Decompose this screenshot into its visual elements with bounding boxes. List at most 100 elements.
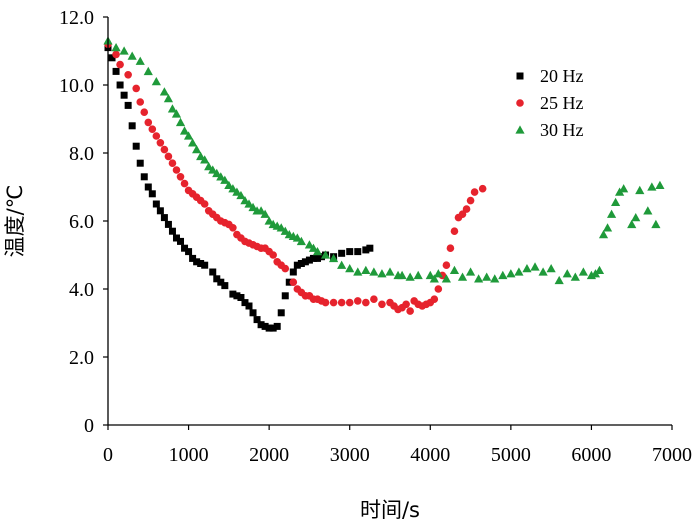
x-tick-label: 2000 — [249, 444, 289, 466]
data-point — [482, 272, 492, 281]
data-point — [353, 267, 363, 276]
data-point — [369, 267, 379, 276]
data-point — [116, 81, 124, 89]
data-point — [248, 202, 258, 212]
data-point — [578, 267, 588, 276]
data-point — [470, 188, 479, 196]
data-point — [253, 316, 261, 324]
data-point — [236, 190, 246, 200]
data-point — [200, 155, 210, 164]
y-tick-label: 4.0 — [69, 279, 94, 301]
legend-label: 30 Hz — [540, 120, 584, 140]
data-point — [474, 274, 484, 283]
axes — [107, 17, 672, 426]
legend-item: 25 Hz — [516, 93, 584, 113]
data-point — [140, 108, 149, 116]
data-point — [337, 298, 346, 307]
x-tick-label: 0 — [103, 444, 113, 466]
data-point — [362, 246, 370, 254]
data-point — [450, 227, 459, 235]
data-point — [538, 267, 548, 276]
data-point — [269, 251, 277, 259]
data-point — [108, 54, 116, 62]
data-point — [229, 224, 237, 232]
data-point — [446, 244, 455, 252]
y-axis-title: 温度/℃ — [3, 185, 27, 258]
data-point — [530, 262, 540, 271]
data-point — [216, 172, 226, 181]
x-tick-label: 5000 — [491, 444, 531, 466]
data-point — [183, 131, 194, 140]
plot-area — [103, 36, 665, 332]
data-point — [370, 295, 378, 304]
data-point — [189, 254, 197, 262]
data-point — [458, 210, 467, 218]
data-point — [276, 223, 286, 232]
data-point — [478, 184, 487, 193]
data-point — [627, 219, 637, 229]
data-point — [200, 200, 209, 208]
data-point — [156, 139, 165, 147]
data-point — [406, 307, 414, 315]
data-point — [168, 159, 177, 167]
data-point — [313, 254, 321, 262]
data-point — [181, 244, 189, 252]
data-point — [151, 77, 161, 86]
data-point — [175, 117, 186, 127]
data-point — [232, 187, 242, 196]
data-point — [361, 265, 371, 274]
data-point — [465, 267, 476, 276]
data-point — [119, 46, 129, 55]
data-point — [397, 270, 407, 280]
data-point — [402, 300, 410, 309]
data-point — [172, 234, 180, 242]
data-point — [329, 253, 339, 263]
data-point — [354, 248, 362, 256]
x-tick-label: 3000 — [330, 444, 370, 466]
data-point — [143, 66, 153, 76]
data-point — [643, 206, 653, 215]
data-point — [213, 275, 221, 283]
data-point — [135, 56, 145, 65]
y-tick-label: 0 — [84, 415, 94, 437]
data-point — [156, 207, 164, 215]
data-point — [221, 282, 229, 290]
data-point — [514, 267, 524, 276]
data-point — [148, 190, 156, 198]
data-point — [144, 183, 152, 191]
data-point — [378, 300, 386, 309]
data-point — [462, 205, 471, 213]
y-tick-label: 12.0 — [59, 7, 94, 29]
legend: 20 Hz 25 Hz 30 Hz — [515, 66, 584, 140]
data-point — [212, 168, 222, 178]
data-point — [172, 166, 181, 174]
data-point — [229, 290, 237, 298]
data-point — [237, 294, 245, 301]
data-point — [148, 125, 157, 133]
data-point — [305, 256, 313, 264]
data-point — [297, 260, 305, 267]
data-point — [192, 145, 202, 154]
data-point — [304, 240, 315, 249]
y-tick-label: 2.0 — [69, 347, 94, 369]
data-point — [116, 60, 124, 69]
data-point — [289, 268, 297, 276]
data-point — [635, 185, 645, 195]
data-point — [320, 250, 331, 259]
legend-marker — [515, 125, 525, 134]
data-point — [261, 322, 269, 330]
data-point — [562, 269, 572, 278]
data-point — [292, 233, 302, 242]
x-axis-ticks: 0 1000 2000 3000 4000 5000 6000 7000 — [103, 425, 692, 466]
data-point — [196, 151, 206, 161]
series-1 — [104, 44, 374, 332]
data-point — [197, 260, 205, 267]
data-point — [185, 248, 193, 256]
legend-marker — [516, 99, 524, 107]
data-point — [269, 324, 277, 332]
data-point — [244, 199, 254, 208]
data-point — [217, 278, 225, 286]
data-point — [466, 196, 475, 205]
data-point — [273, 322, 281, 330]
data-point — [594, 265, 605, 274]
